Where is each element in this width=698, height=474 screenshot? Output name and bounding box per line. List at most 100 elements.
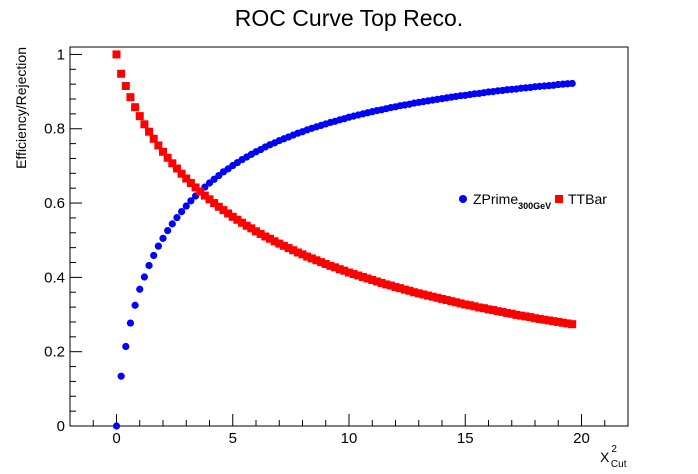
ttbar-point: [131, 103, 140, 112]
ttbar-point: [112, 50, 121, 59]
zprime-point: [154, 242, 162, 250]
ttbar-point: [382, 280, 391, 289]
ttbar-point: [526, 313, 535, 322]
ttbar-point: [358, 273, 367, 282]
ttbar-point: [159, 147, 167, 156]
ttbar-point: [317, 258, 326, 267]
legend: ZPrime300GeV TTBar: [459, 191, 607, 211]
ttbar-point: [140, 120, 149, 129]
y-tick-label: 1: [57, 46, 65, 63]
zprime-point: [182, 202, 190, 210]
chart-title: ROC Curve Top Reco.: [235, 5, 463, 31]
y-tick-label: 0.6: [44, 195, 65, 212]
ttbar-point: [554, 317, 563, 326]
x-tick-label: 10: [341, 430, 358, 447]
ttbar-point: [517, 311, 526, 320]
x-tick-label: 0: [112, 430, 120, 447]
zprime-point: [112, 422, 121, 430]
ttbar-point: [191, 183, 200, 192]
ttbar-point: [256, 229, 265, 238]
ttbar-point: [210, 199, 219, 208]
ttbar-point: [540, 315, 549, 324]
ttbar-point: [284, 244, 293, 253]
y-tick-label: 0: [57, 418, 65, 435]
ttbar-point: [484, 305, 493, 314]
ttbar-point: [307, 254, 316, 263]
ttbar-point: [196, 187, 205, 196]
ttbar-point: [186, 178, 195, 187]
ttbar-point: [238, 218, 247, 227]
ttbar-point: [507, 309, 516, 318]
zprime-point: [164, 226, 172, 235]
ttbar-point: [349, 270, 358, 279]
zprime-point: [173, 213, 181, 222]
ttbar-point: [205, 195, 214, 204]
ttbar-point: [428, 292, 437, 301]
ttbar-point: [549, 317, 558, 326]
ttbar-point: [172, 164, 181, 173]
ttbar-point: [265, 234, 274, 243]
ttbar-point: [233, 215, 242, 224]
ttbar-point: [168, 159, 177, 168]
ttbar-point: [535, 314, 544, 323]
ttbar-point: [563, 319, 572, 328]
zprime-point: [126, 319, 135, 327]
legend-marker-ttbar: [555, 195, 563, 203]
ttbar-point: [126, 93, 135, 102]
x-axis-label-sub: Cut: [611, 459, 627, 470]
ttbar-point: [117, 69, 126, 78]
ttbar-point: [461, 300, 470, 309]
x-axis-label-sup: 2: [611, 444, 617, 455]
ttbar-point: [331, 263, 340, 272]
ttbar-point: [503, 309, 512, 318]
ttbar-point: [479, 304, 488, 313]
ttbar-point: [345, 268, 353, 277]
y-tick-label: 0.2: [44, 344, 65, 361]
ttbar-point: [391, 283, 400, 292]
ttbar-point: [424, 291, 433, 300]
ttbar-point: [214, 202, 223, 211]
ttbar-point: [289, 246, 298, 255]
zprime-point: [178, 208, 186, 216]
x-tick-label: 20: [573, 430, 590, 447]
ttbar-point: [521, 312, 530, 321]
ttbar-point: [298, 250, 307, 259]
legend-label-zprime-sub: 300GeV: [518, 201, 551, 211]
ttbar-point: [475, 303, 484, 312]
ttbar-point: [470, 302, 479, 311]
ttbar-point: [447, 297, 456, 306]
ttbar-point: [558, 318, 567, 327]
ttbar-point: [354, 271, 363, 280]
ttbar-point: [419, 290, 428, 299]
ttbar-point: [405, 286, 414, 295]
ttbar-point: [242, 221, 251, 230]
ttbar-point: [303, 252, 312, 261]
x-axis-label-main: X: [600, 449, 610, 465]
ttbar-point: [368, 275, 377, 284]
ttbar-point: [163, 153, 172, 162]
zprime-point: [140, 273, 148, 281]
ttbar-point: [568, 320, 577, 329]
ttbar-point: [544, 316, 553, 325]
zprime-point: [122, 342, 130, 351]
ttbar-point: [386, 281, 395, 290]
ttbar-point: [228, 212, 237, 221]
ttbar-point: [442, 296, 451, 305]
ttbar-point: [145, 127, 154, 136]
y-axis-tick-labels: 0 0.2 0.4 0.6 0.8 1: [44, 46, 65, 435]
series-zprime: [112, 79, 576, 430]
ttbar-point: [438, 294, 446, 303]
y-axis-ticks: [70, 53, 82, 427]
ttbar-point: [252, 227, 260, 236]
ttbar-point: [312, 256, 321, 265]
x-tick-label: 15: [457, 430, 474, 447]
y-axis-label: Efficiency/Rejection: [13, 47, 29, 169]
ttbar-point: [372, 277, 381, 286]
ttbar-point: [293, 248, 302, 257]
ttbar-point: [261, 232, 270, 241]
ttbar-point: [377, 278, 386, 287]
y-tick-label: 0.4: [44, 269, 65, 286]
ttbar-point: [224, 209, 233, 218]
zprime-point: [159, 234, 167, 242]
zprime-point: [136, 285, 144, 293]
